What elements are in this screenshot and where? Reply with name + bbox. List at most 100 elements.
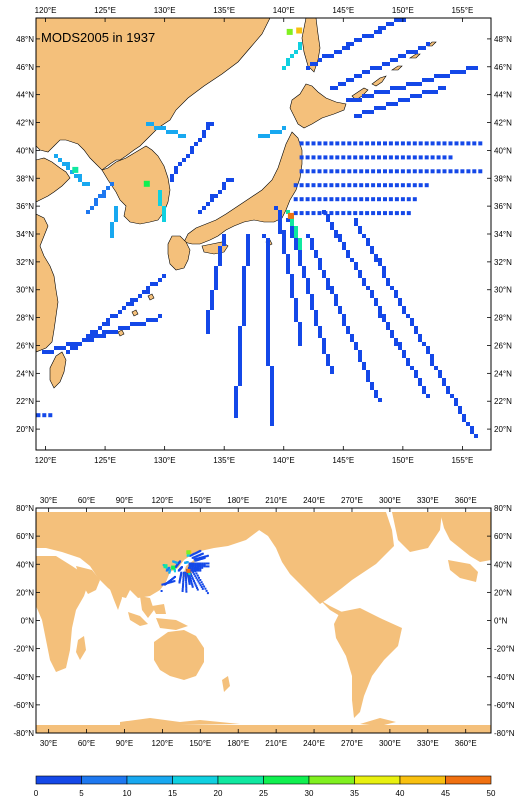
lon-tick-label-top: 300°E (379, 496, 401, 505)
obs-cell (341, 197, 346, 202)
obs-cell (374, 394, 378, 398)
obs-cell (322, 338, 326, 342)
obs-cell (322, 350, 326, 354)
obs-cell (78, 178, 82, 182)
obs-cell (335, 169, 340, 174)
obs-cell (206, 554, 209, 557)
colorbar-tick-label: 10 (123, 789, 132, 798)
lon-tick-label-bottom: 360°E (455, 739, 477, 748)
obs-cell (402, 98, 406, 102)
obs-cell (414, 374, 418, 378)
obs-cell (359, 155, 364, 160)
obs-cell (158, 194, 162, 198)
obs-cell (366, 242, 370, 246)
lat-tick-label-right: -80°N (494, 729, 515, 738)
colorbar-tick-label: 25 (259, 789, 268, 798)
obs-cell (386, 90, 390, 94)
obs-cell (78, 174, 82, 178)
obs-cell (262, 134, 266, 138)
obs-cell (378, 262, 382, 266)
obs-cell (458, 410, 462, 414)
obs-cell (190, 565, 193, 568)
obs-cell (185, 581, 188, 584)
obs-cell (202, 134, 206, 138)
obs-cell (182, 575, 185, 578)
obs-cell (165, 582, 167, 585)
obs-cell (199, 564, 202, 566)
obs-cell (238, 338, 242, 342)
obs-cell (266, 286, 270, 290)
obs-cell (359, 141, 364, 146)
obs-cell (400, 169, 405, 174)
obs-cell (214, 270, 218, 274)
colorbar-tick-label: 5 (79, 789, 84, 798)
obs-cell (448, 169, 453, 174)
obs-cell (246, 258, 250, 262)
obs-cell (386, 278, 390, 282)
obs-cell (201, 552, 204, 555)
obs-cell (358, 350, 362, 354)
obs-cell (270, 394, 274, 398)
obs-cell (388, 141, 393, 146)
obs-cell (394, 294, 398, 298)
obs-cell (242, 310, 246, 314)
obs-cell (201, 587, 204, 590)
obs-cell (330, 222, 334, 226)
obs-cell (150, 318, 154, 322)
obs-cell (347, 211, 352, 216)
obs-cell (362, 362, 366, 366)
obs-cell (86, 338, 90, 342)
obs-cell (182, 134, 186, 138)
obs-cell (382, 314, 386, 318)
obs-cell (290, 290, 294, 294)
obs-cell (318, 58, 322, 62)
lat-tick-label-right: 36°N (494, 202, 512, 211)
obs-cell (178, 162, 182, 166)
obs-cell (196, 588, 199, 591)
obs-cell (314, 250, 318, 254)
obs-cell (182, 158, 186, 162)
obs-cell (326, 214, 330, 218)
obs-cell (294, 234, 298, 238)
obs-cell (154, 318, 158, 322)
obs-cell (278, 214, 282, 218)
obs-cell (162, 218, 166, 222)
obs-cell (154, 282, 158, 286)
obs-cell (286, 218, 290, 222)
lat-tick-label-left: 20°N (16, 425, 34, 434)
obs-cell (354, 74, 358, 78)
obs-cell (434, 90, 438, 94)
obs-cell (266, 350, 270, 354)
obs-cell (347, 141, 352, 146)
obs-cell (238, 370, 242, 374)
obs-cell (214, 194, 218, 198)
obs-cell (278, 210, 282, 214)
obs-cell (205, 562, 208, 565)
obs-cell (191, 568, 194, 571)
obs-cell (114, 214, 118, 218)
obs-cell (338, 50, 342, 54)
obs-cell (274, 206, 278, 210)
obs-cell (371, 183, 376, 188)
obs-cell (274, 130, 278, 134)
colorbar-tick-label: 30 (305, 789, 314, 798)
obs-cell (377, 169, 381, 174)
obs-cell (114, 314, 118, 318)
obs-cell (193, 568, 196, 571)
lon-tick-label-top: 155°E (451, 6, 473, 15)
obs-cell (266, 342, 270, 346)
obs-cell (454, 141, 459, 146)
obs-cell (174, 130, 178, 134)
obs-cell (338, 306, 342, 310)
obs-cell (470, 426, 474, 430)
obs-cell (197, 557, 200, 560)
obs-cell (338, 238, 342, 242)
obs-cell (412, 155, 417, 160)
obs-cell (266, 262, 270, 266)
obs-cell (199, 579, 202, 581)
obs-cell (430, 90, 434, 94)
obs-cell (187, 575, 190, 578)
obs-cell (182, 580, 185, 583)
obs-cell (298, 262, 302, 266)
global-map: 30°E 30°E 60°E 60°E 90°E 90°E 120°E 120°E 150°E 1… (13, 496, 514, 748)
